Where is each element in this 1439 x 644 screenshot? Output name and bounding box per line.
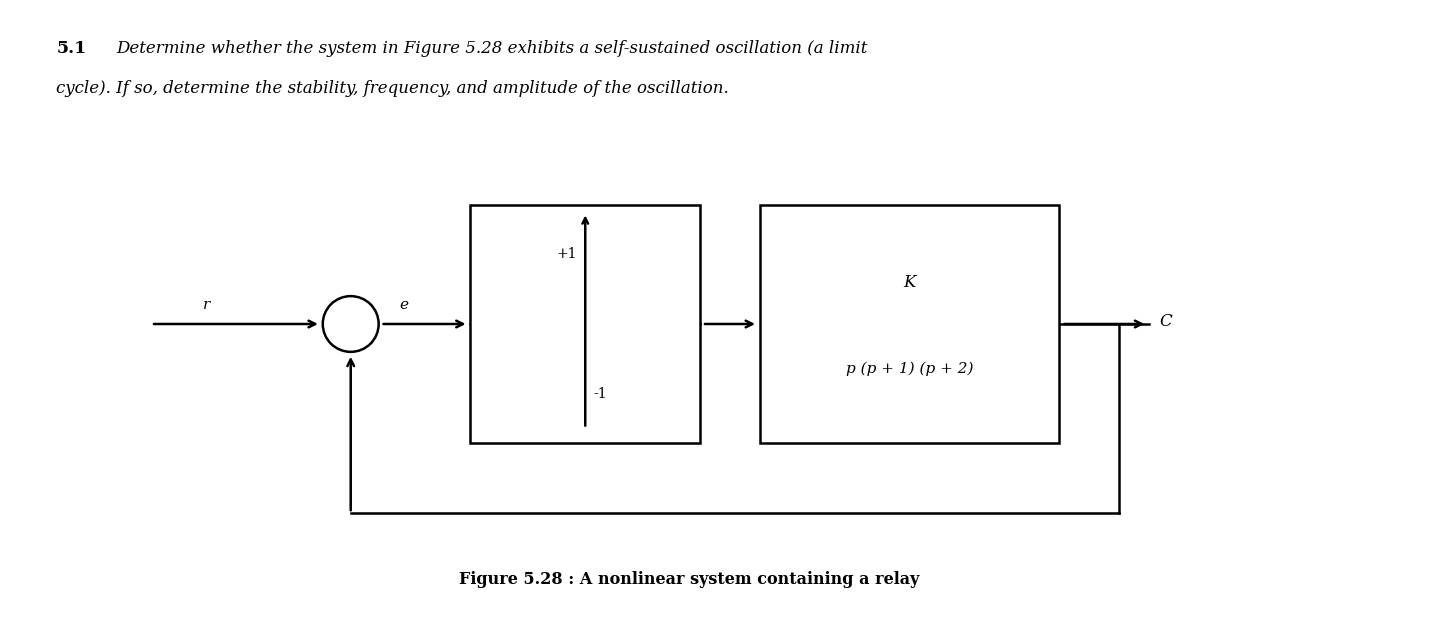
Bar [471, 205, 699, 444]
Text: C: C [1160, 312, 1171, 330]
Text: Figure 5.28 : A nonlinear system containing a relay: Figure 5.28 : A nonlinear system contain… [459, 571, 920, 588]
Text: r: r [203, 298, 210, 312]
Bar [760, 205, 1059, 444]
Text: +1: +1 [557, 247, 577, 261]
Text: e: e [399, 298, 409, 312]
Text: p (p + 1) (p + 2): p (p + 1) (p + 2) [846, 361, 973, 376]
Text: Determine whether the system in Figure 5.28 exhibits a self-sustained oscillatio: Determine whether the system in Figure 5… [117, 40, 868, 57]
Text: cycle). If so, determine the stability, frequency, and amplitude of the oscillat: cycle). If so, determine the stability, … [56, 80, 730, 97]
Text: -1: -1 [593, 386, 607, 401]
Text: 5.1: 5.1 [56, 40, 86, 57]
Text: K: K [904, 274, 915, 290]
